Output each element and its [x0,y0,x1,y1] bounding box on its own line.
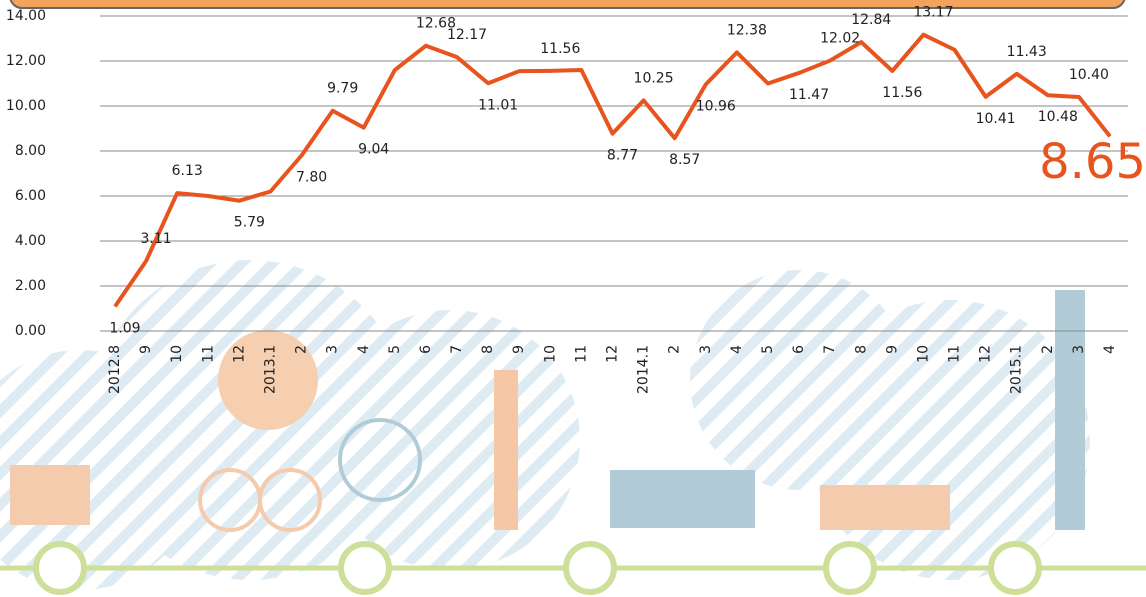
x-tick-label: 6 [418,345,434,354]
y-tick-label: 14.00 [6,8,46,24]
y-tick-label: 6.00 [15,188,46,204]
value-label: 11.56 [540,41,580,57]
x-tick-label: 2 [1040,345,1056,354]
y-tick-label: 8.00 [15,143,46,159]
x-tick-label: 11 [947,345,963,363]
value-label: 1.09 [109,320,140,336]
x-tick-label: 7 [822,345,838,354]
value-label: 10.25 [634,70,674,86]
x-tick-label: 2015.1 [1009,345,1025,394]
x-tick-label: 4 [1102,345,1118,354]
x-tick-label: 12 [978,345,994,363]
value-label: 9.79 [327,81,358,97]
value-label: 8.77 [607,148,638,164]
x-tick-label: 11 [573,345,589,363]
x-tick-label: 12 [231,345,247,363]
value-label: 6.13 [172,163,203,179]
x-tick-label: 9 [884,345,900,354]
value-label: 12.84 [851,12,891,28]
value-label: 11.43 [1007,44,1047,60]
x-tick-label: 5 [760,345,776,354]
x-tick-label: 2012.8 [107,345,123,394]
x-tick-label: 8 [480,345,496,354]
value-label: 13.17 [913,5,953,21]
x-tick-label: 10 [915,345,931,363]
x-tick-label: 7 [449,345,465,354]
x-tick-label: 3 [325,345,341,354]
x-tick-label: 10 [542,345,558,363]
value-label: 9.04 [358,142,389,158]
x-tick-label: 9 [511,345,527,354]
x-tick-label: 2 [667,345,683,354]
x-tick-label: 9 [138,345,154,354]
value-label: 10.41 [976,111,1016,127]
background-decoration [0,0,1146,592]
y-tick-label: 12.00 [6,53,46,69]
x-tick-label: 4 [729,345,745,354]
x-tick-label: 10 [169,345,185,363]
value-label: 12.38 [727,22,767,38]
x-tick-label: 6 [791,345,807,354]
value-label: 10.96 [696,98,736,114]
value-label: 10.40 [1069,67,1109,83]
chart: 0.00 2.00 4.00 6.00 8.00 10.00 12.00 14.00 2012.… [0,0,1146,597]
value-label: 3.11 [141,231,172,247]
value-label: 10.48 [1038,109,1078,125]
value-label: 12.02 [820,31,860,47]
x-tick-label: 8 [853,345,869,354]
x-tick-label: 2 [294,345,310,354]
x-tick-label: 2013.1 [262,345,278,394]
y-tick-label: 0.00 [15,323,46,339]
value-label: 12.17 [447,27,487,43]
x-tick-label: 11 [200,345,216,363]
x-tick-label: 5 [387,345,403,354]
y-tick-label: 10.00 [6,98,46,114]
x-tick-label: 3 [1071,345,1087,354]
y-tick-label: 4.00 [15,233,46,249]
value-label: 11.01 [478,97,518,113]
value-label: 5.79 [234,215,265,231]
x-tick-label: 2014.1 [636,345,652,394]
x-tick-label: 12 [605,345,621,363]
value-label: 8.65 [1039,134,1146,190]
value-label: 8.57 [669,152,700,168]
x-tick-label: 3 [698,345,714,354]
value-label: 11.56 [882,85,922,101]
value-label: 11.47 [789,87,829,103]
x-tick-label: 4 [356,345,372,354]
y-tick-label: 2.00 [15,278,46,294]
value-label: 7.80 [296,170,327,186]
